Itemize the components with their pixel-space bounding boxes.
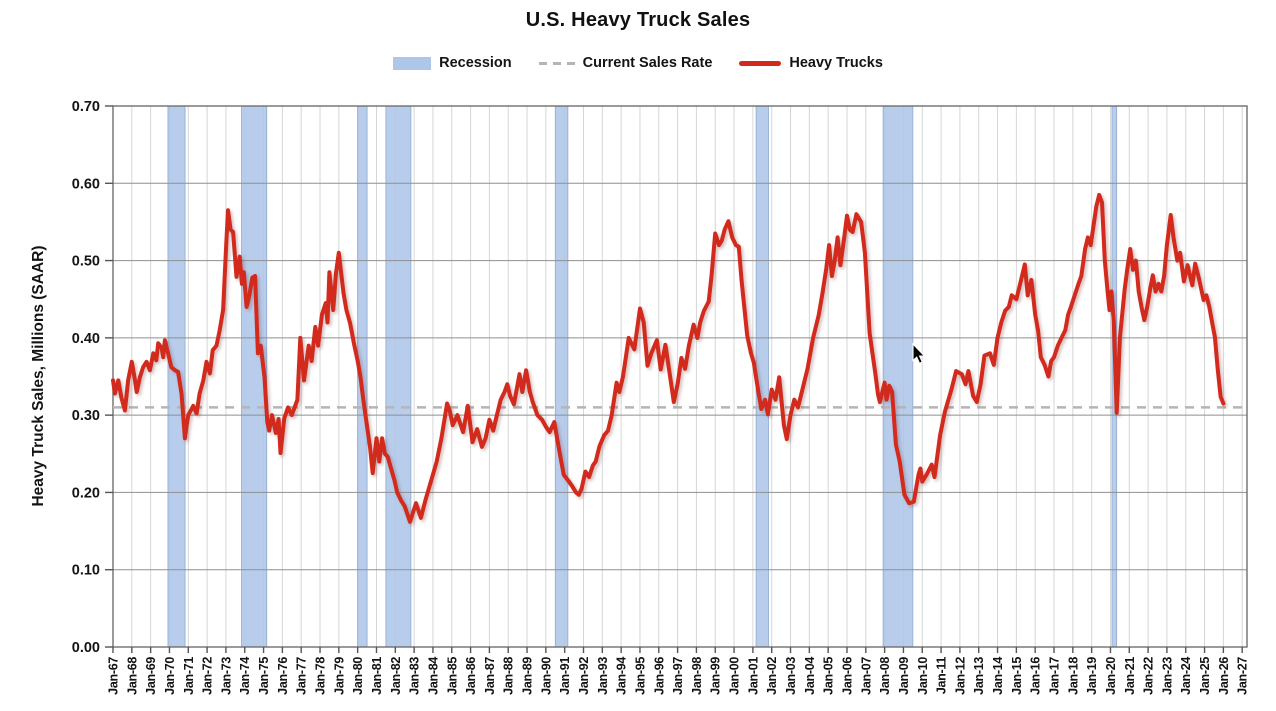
x-tick-label: Jan-74 bbox=[238, 657, 252, 695]
x-tick-label: Jan-06 bbox=[840, 657, 854, 695]
x-tick-label: Jan-17 bbox=[1048, 657, 1062, 695]
recession-band-swatch-icon bbox=[393, 56, 432, 70]
x-tick-label: Jan-07 bbox=[859, 657, 873, 695]
x-tick-label: Jan-11 bbox=[935, 657, 949, 694]
plot-border bbox=[112, 105, 1248, 648]
legend-item-recession: Recession bbox=[393, 55, 512, 71]
x-tick-label: Jan-98 bbox=[690, 657, 704, 695]
x-tick-label: Jan-22 bbox=[1142, 657, 1156, 695]
x-tick-label: Jan-13 bbox=[972, 657, 986, 695]
y-tick-label: 0.50 bbox=[72, 254, 100, 270]
x-tick-label: Jan-25 bbox=[1198, 657, 1212, 695]
x-tick-label: Jan-75 bbox=[257, 657, 271, 695]
x-tick-label: Jan-10 bbox=[916, 657, 930, 695]
x-tick-label: Jan-14 bbox=[991, 657, 1005, 695]
x-tick-label: Jan-82 bbox=[389, 657, 403, 695]
x-tick-label: Jan-83 bbox=[408, 657, 422, 695]
heavy-trucks-line bbox=[111, 192, 1226, 524]
x-tick-label: Jan-27 bbox=[1236, 657, 1250, 695]
x-tick-label: Jan-16 bbox=[1029, 657, 1043, 695]
chart-title: U.S. Heavy Truck Sales bbox=[525, 9, 751, 31]
x-tick-label: Jan-89 bbox=[521, 657, 535, 695]
x-tick-label: Jan-85 bbox=[445, 657, 459, 695]
recession-band bbox=[882, 105, 914, 648]
x-tick-label: Jan-69 bbox=[144, 657, 158, 695]
y-tick-label: 0.20 bbox=[72, 485, 100, 501]
legend-label-recession: Recession bbox=[439, 55, 512, 71]
y-tick-label: 0.70 bbox=[72, 99, 100, 115]
x-tick-label: Jan-80 bbox=[351, 657, 365, 695]
x-tick-label: Jan-18 bbox=[1066, 657, 1080, 695]
x-tick-label: Jan-88 bbox=[502, 657, 516, 695]
x-tick-label: Jan-71 bbox=[182, 657, 196, 695]
legend: Recession Current Sales Rate Heavy Truck… bbox=[0, 55, 1276, 71]
x-tick-label: Jan-21 bbox=[1123, 657, 1137, 695]
y-tick-label: 0.10 bbox=[72, 563, 100, 579]
recession-band bbox=[167, 105, 186, 648]
x-tick-label: Jan-87 bbox=[483, 657, 497, 695]
x-tick-label: Jan-91 bbox=[558, 657, 572, 695]
x-tick-label: Jan-73 bbox=[219, 657, 233, 695]
x-tick-label: Jan-05 bbox=[822, 657, 836, 695]
red-line-swatch-icon bbox=[739, 60, 782, 66]
dashed-line-swatch-icon bbox=[538, 61, 575, 65]
x-tick-label: Jan-15 bbox=[1010, 657, 1024, 695]
x-tick-label: Jan-84 bbox=[426, 657, 440, 695]
x-tick-label: Jan-97 bbox=[671, 657, 685, 695]
x-tick-label: Jan-99 bbox=[709, 657, 723, 695]
legend-label-heavy-trucks: Heavy Trucks bbox=[789, 55, 883, 71]
x-tick-label: Jan-12 bbox=[953, 657, 967, 695]
y-tick-label: 0.30 bbox=[72, 408, 100, 424]
x-tick-label: Jan-95 bbox=[633, 657, 647, 695]
y-tick-label: 0.60 bbox=[72, 176, 100, 192]
legend-item-current-sales-rate: Current Sales Rate bbox=[538, 55, 713, 71]
x-tick-label: Jan-24 bbox=[1179, 657, 1193, 695]
y-tick-label: 0.40 bbox=[72, 331, 100, 347]
x-tick-label: Jan-81 bbox=[370, 657, 384, 695]
x-tick-label: Jan-70 bbox=[163, 657, 177, 695]
legend-item-heavy-trucks: Heavy Trucks bbox=[739, 55, 883, 71]
x-tick-label: Jan-86 bbox=[464, 657, 478, 695]
x-tick-label: Jan-04 bbox=[803, 657, 817, 695]
x-tick-label: Jan-77 bbox=[295, 657, 309, 695]
mouse-cursor-icon bbox=[912, 342, 926, 365]
x-tick-label: Jan-67 bbox=[107, 657, 121, 695]
x-tick-label: Jan-93 bbox=[596, 657, 610, 695]
x-tick-label: Jan-01 bbox=[746, 657, 760, 695]
x-tick-label: Jan-08 bbox=[878, 657, 892, 695]
recession-band bbox=[554, 105, 569, 648]
x-tick-label: Jan-20 bbox=[1104, 657, 1118, 695]
legend-label-current-sales-rate: Current Sales Rate bbox=[582, 55, 713, 71]
x-tick-label: Jan-19 bbox=[1085, 657, 1099, 695]
x-tick-label: Jan-23 bbox=[1160, 657, 1174, 695]
x-tick-label: Jan-09 bbox=[897, 657, 911, 695]
x-tick-label: Jan-92 bbox=[577, 657, 591, 695]
x-tick-label: Jan-78 bbox=[314, 657, 328, 695]
x-tick-label: Jan-90 bbox=[539, 657, 553, 695]
x-tick-label: Jan-68 bbox=[125, 657, 139, 695]
x-tick-label: Jan-79 bbox=[332, 657, 346, 695]
y-tick-label: 0.00 bbox=[72, 640, 100, 656]
x-tick-label: Jan-02 bbox=[765, 657, 779, 695]
x-tick-label: Jan-03 bbox=[784, 657, 798, 695]
x-tick-label: Jan-76 bbox=[276, 657, 290, 695]
x-tick-label: Jan-72 bbox=[201, 657, 215, 695]
x-tick-label: Jan-96 bbox=[652, 657, 666, 695]
x-tick-label: Jan-00 bbox=[728, 657, 742, 695]
recession-band bbox=[385, 105, 412, 648]
x-tick-label: Jan-26 bbox=[1217, 657, 1231, 695]
x-tick-label: Jan-94 bbox=[615, 657, 629, 695]
